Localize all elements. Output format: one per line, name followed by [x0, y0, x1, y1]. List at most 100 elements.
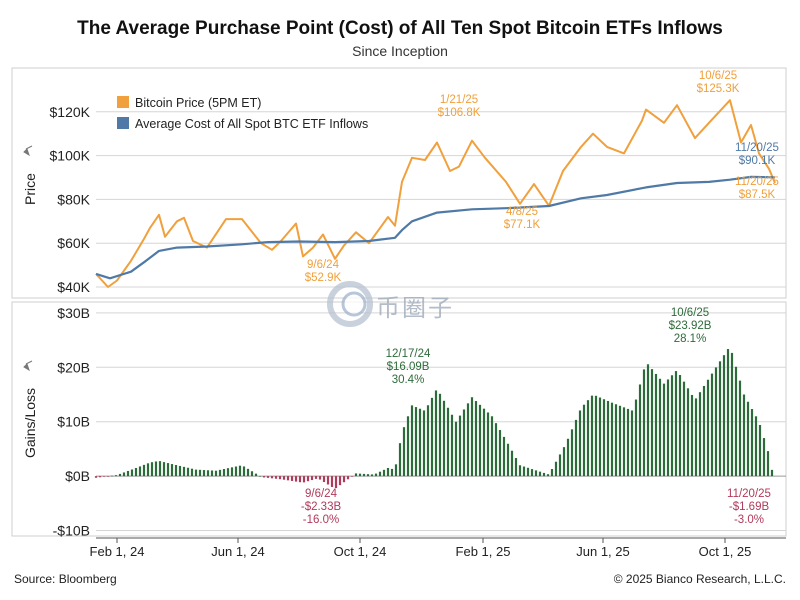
gains-bar — [474, 401, 478, 477]
gains-bar — [750, 409, 754, 477]
gains-bar — [154, 461, 158, 477]
price-annotation-date: 4/8/25 — [506, 206, 538, 218]
x-tick-label: Feb 1, 24 — [90, 544, 145, 559]
gains-bar — [666, 379, 670, 477]
gains-bar — [310, 476, 314, 481]
gains-bar — [370, 474, 374, 477]
gains-bar — [398, 443, 402, 477]
gains-annotation-pct: 28.1% — [674, 333, 707, 345]
gains-bar — [418, 408, 422, 477]
gains-bar — [662, 383, 666, 477]
gains-bar — [342, 476, 346, 483]
gains-bar — [118, 473, 122, 477]
gains-panel-frame — [11, 301, 787, 537]
gains-bar — [726, 349, 730, 477]
gains-bar — [346, 476, 350, 480]
gains-bar — [694, 398, 698, 477]
gains-bar — [254, 473, 258, 477]
gains-bar — [194, 469, 198, 477]
gains-bar — [362, 473, 366, 477]
gains-bar — [202, 470, 206, 477]
gains-annotation-pct: -16.0% — [303, 514, 339, 526]
gains-bar — [522, 466, 526, 477]
price-annotation-date: 11/20/25 — [735, 176, 779, 188]
gains-bar — [318, 476, 322, 480]
gains-bar — [378, 471, 382, 477]
price-y-tick-label: $100K — [50, 148, 91, 164]
gains-annotation-date: 9/6/24 — [305, 488, 338, 500]
gains-bar — [274, 476, 278, 479]
gains-bar — [758, 424, 762, 477]
gains-bar — [294, 476, 298, 482]
gains-bar — [446, 407, 450, 477]
gains-bar — [630, 410, 634, 477]
gains-bar — [590, 395, 594, 477]
gains-bar — [686, 388, 690, 477]
gains-bar — [350, 476, 354, 477]
watermark-text: 币圈子 — [376, 294, 454, 322]
legend-label: Average Cost of All Spot BTC ETF Inflows — [135, 117, 368, 131]
gains-bar — [358, 473, 362, 477]
gains-bar — [246, 468, 250, 477]
gains-bar — [766, 451, 770, 477]
chart-title: The Average Purchase Point (Cost) of All… — [77, 18, 723, 39]
gains-bar — [150, 462, 154, 477]
legend-swatch — [117, 96, 129, 108]
gains-bar — [394, 464, 398, 477]
gains-bar — [222, 469, 226, 477]
gains-bar — [682, 381, 686, 477]
gains-bar — [110, 475, 114, 477]
gains-bar — [458, 415, 462, 477]
gains-bar — [482, 408, 486, 477]
gains-annotation-date: 10/6/25 — [671, 307, 709, 319]
gains-bar — [506, 443, 510, 477]
gains-bar — [182, 466, 186, 477]
gains-bar — [550, 469, 554, 477]
gains-bar — [490, 416, 494, 477]
gains-bar — [594, 395, 598, 477]
gains-annotation-pct: -3.0% — [734, 514, 764, 526]
gains-bar — [258, 476, 262, 477]
gains-bar — [610, 402, 614, 477]
gains-bar — [678, 375, 682, 477]
price-annotation-value: $125.3K — [697, 83, 740, 95]
gains-bar — [698, 392, 702, 477]
price-y-tick-label: $80K — [57, 191, 90, 207]
gains-bar — [554, 461, 558, 477]
gains-bar — [706, 379, 710, 477]
gains-bar — [170, 464, 174, 477]
gains-bar — [330, 476, 334, 487]
price-axis-title: Price — [22, 173, 38, 205]
price-annotation-date: 11/20/25 — [735, 142, 779, 154]
gains-bar — [434, 390, 438, 477]
gains-bar — [214, 470, 218, 477]
gains-bar — [218, 469, 222, 477]
legend-label: Bitcoin Price (5PM ET) — [135, 96, 261, 110]
gains-bar — [442, 400, 446, 477]
gains-bar — [714, 367, 718, 477]
gains-annotation-date: 11/20/25 — [727, 488, 771, 500]
gains-bar — [230, 467, 234, 477]
gains-bar — [130, 469, 134, 477]
gains-bar — [450, 414, 454, 477]
gains-bar — [338, 476, 342, 486]
gains-y-tick-label: $0B — [65, 468, 90, 484]
gains-bar — [634, 399, 638, 477]
price-annotation-value: $87.5K — [739, 189, 776, 201]
gains-bar — [306, 476, 310, 482]
gains-bar — [354, 473, 358, 477]
gains-bar — [266, 476, 270, 478]
gains-bar — [158, 461, 162, 477]
gains-bar — [454, 421, 458, 477]
gains-bar — [526, 467, 530, 477]
gains-bar — [302, 476, 306, 483]
gains-bar — [406, 416, 410, 477]
gains-bar — [702, 385, 706, 477]
gains-bar — [586, 400, 590, 477]
gains-bar — [670, 375, 674, 477]
price-panel-frame — [11, 67, 787, 299]
gains-bar — [730, 352, 734, 477]
gains-bar — [742, 394, 746, 477]
gains-bar — [574, 419, 578, 477]
gains-bar — [498, 430, 502, 477]
